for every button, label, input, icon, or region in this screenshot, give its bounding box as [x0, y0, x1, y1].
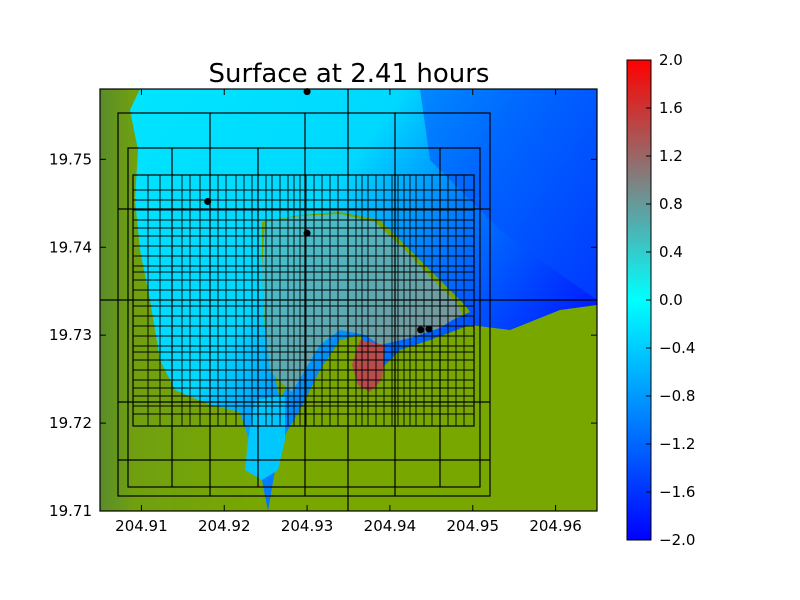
x-tick-label: 204.94	[364, 517, 417, 535]
refinement-grid	[100, 89, 597, 511]
colorbar-tick-label: 1.6	[659, 99, 683, 117]
colorbar-tick-label: −0.8	[659, 387, 695, 405]
high-surface-patch	[352, 340, 385, 392]
y-tick-label: 19.75	[49, 150, 92, 168]
gauge-point	[425, 325, 433, 333]
y-tick-label: 19.71	[49, 502, 92, 520]
y-tick-label: 19.74	[49, 238, 92, 256]
colorbar-tick-label: 1.2	[659, 147, 683, 165]
x-tick-label: 204.95	[447, 517, 500, 535]
x-tick-label: 204.96	[529, 517, 582, 535]
colorbar-tick-label: 2.0	[659, 51, 683, 69]
x-tick-label: 204.91	[115, 517, 168, 535]
x-axis: 204.91 204.92 204.93 204.94 204.95 204.96	[115, 89, 582, 535]
gauge-point	[303, 229, 311, 237]
deep-water-region	[420, 89, 597, 300]
chart-title: Surface at 2.41 hours	[209, 59, 490, 89]
grid-box	[127, 147, 481, 488]
y-axis: 19.71 19.72 19.73 19.74 19.75	[49, 150, 597, 520]
gauge-point	[417, 326, 425, 334]
land-left	[100, 89, 268, 511]
y-tick-label: 19.72	[49, 414, 92, 432]
plot-frame	[99, 88, 598, 512]
gauge-point	[204, 198, 212, 206]
colorbar-tick-label: 0.8	[659, 195, 683, 213]
inundation-channel	[245, 395, 285, 480]
y-tick-label: 19.73	[49, 326, 92, 344]
x-tick-label: 204.92	[198, 517, 251, 535]
gauge-markers	[204, 88, 433, 334]
colorbar-axis: 2.0 1.6 1.2 0.8 0.4 0.0 −0.4 −0.8 −1.2 −1.6 −2.0	[646, 51, 695, 549]
colorbar	[626, 59, 652, 541]
colorbar-tick-label: −0.4	[659, 339, 695, 357]
colorbar-tick-label: −2.0	[659, 531, 695, 549]
x-tick-label: 204.93	[281, 517, 334, 535]
colorbar-tick-label: 0.0	[659, 291, 683, 309]
colorbar-tick-label: −1.6	[659, 483, 695, 501]
grid-box	[117, 112, 491, 497]
colorbar-tick-label: 0.4	[659, 243, 683, 261]
colorbar-tick-label: −1.2	[659, 435, 695, 453]
